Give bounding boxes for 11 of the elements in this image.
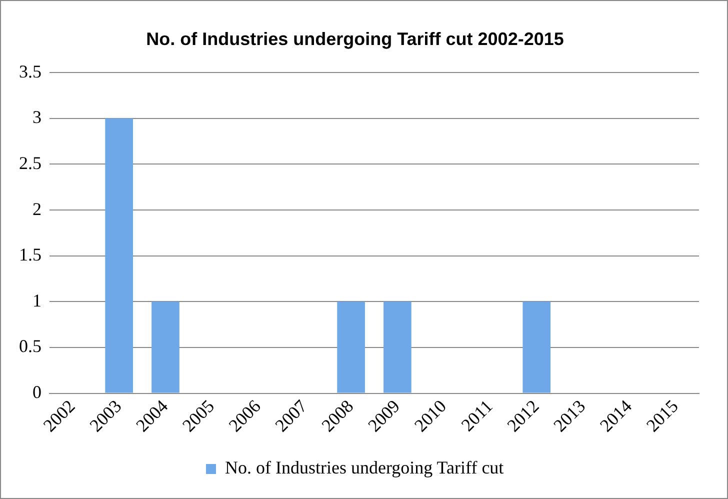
y-tick-label: 2.5 — [19, 152, 42, 173]
y-tick-label: 3 — [32, 107, 42, 128]
y-tick-label: 1.5 — [19, 244, 42, 265]
x-tick-label: 2011 — [457, 396, 496, 436]
chart-title: No. of Industries undergoing Tariff cut 2002-2015 — [146, 28, 564, 49]
y-tick-label: 1 — [32, 290, 42, 310]
y-tick-label: 0.5 — [19, 336, 42, 356]
legend-label: No. of Industries undergoing Tariff cut — [224, 458, 504, 478]
y-tick-label: 3.5 — [19, 61, 42, 82]
y-tick-label: 0 — [32, 382, 42, 402]
y-tick-label: 2 — [32, 198, 42, 219]
